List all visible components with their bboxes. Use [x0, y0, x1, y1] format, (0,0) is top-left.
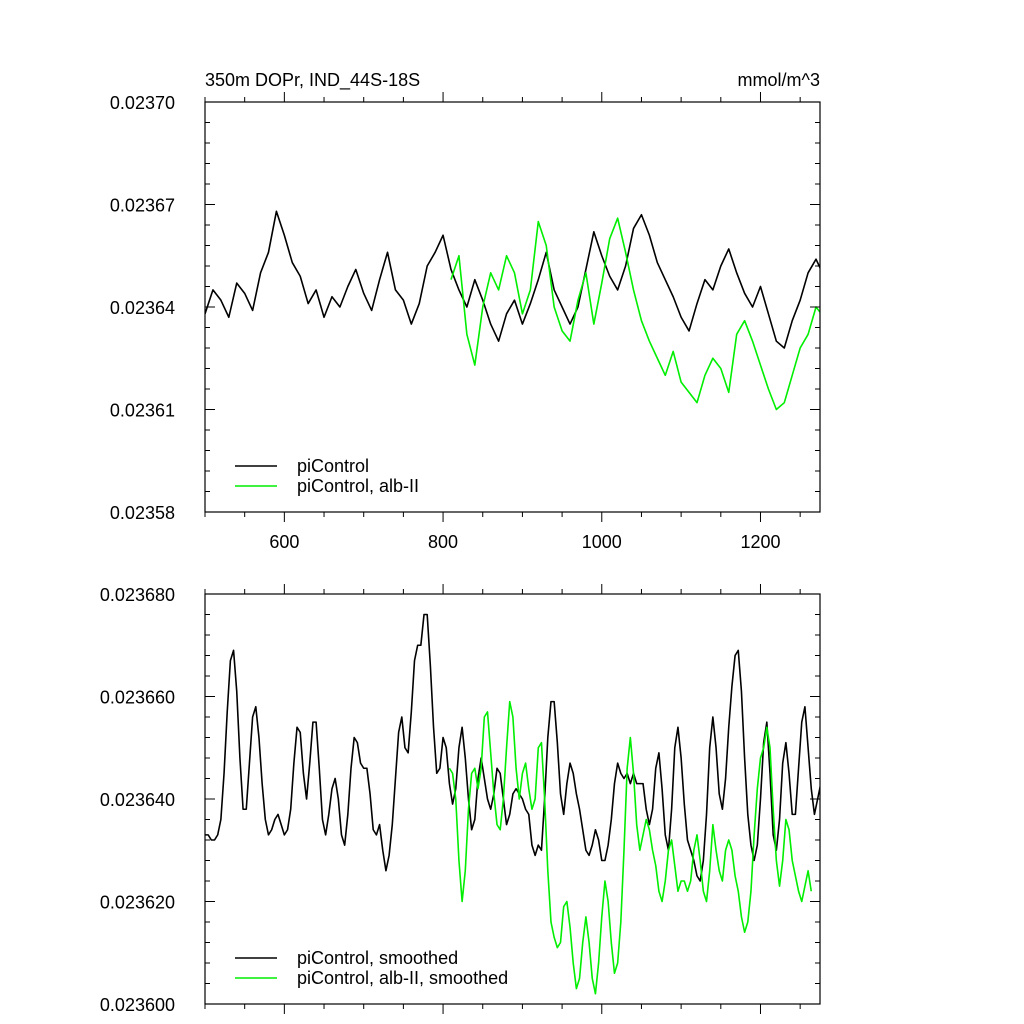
top-legend-label: piControl, alb-II — [297, 476, 419, 496]
top-series-line-picontrol — [205, 210, 820, 349]
bottom-y-tick-label: 0.023680 — [100, 585, 175, 605]
top-legend-label: piControl — [297, 456, 369, 476]
top-y-tick-label: 0.02364 — [110, 298, 175, 318]
chart-title: 350m DOPr, IND_44S-18S — [205, 70, 420, 91]
bottom-legend-label: piControl, smoothed — [297, 948, 458, 968]
top-y-tick-label: 0.02361 — [110, 401, 175, 421]
bottom-series-line-alb-ii — [448, 700, 813, 995]
top-x-tick-label: 1000 — [582, 532, 622, 552]
bottom-y-tick-label: 0.023620 — [100, 893, 175, 913]
top-series-line-alb-ii — [450, 217, 820, 411]
top-y-tick-label: 0.02358 — [110, 503, 175, 523]
top-x-tick-label: 800 — [428, 532, 458, 552]
top-y-tick-label: 0.02367 — [110, 196, 175, 216]
bottom-legend-label: piControl, alb-II, smoothed — [297, 968, 508, 988]
bottom-smoothed-line-chart: 0.023600 0.023620 0.023640 0.023660 0.023680… — [100, 584, 821, 1015]
bottom-y-tick-label: 0.023660 — [100, 688, 175, 708]
top-x-tick-label: 600 — [269, 532, 299, 552]
bottom-y-tick-label: 0.023640 — [100, 790, 175, 810]
top-line-chart: 600 800 1000 1200 0.02358 0.02361 0.02364 0.023… — [110, 92, 821, 552]
units-label: mmol/m^3 — [738, 70, 820, 90]
top-plot-frame — [204, 101, 821, 513]
bottom-series-line-picontrol — [205, 613, 820, 882]
top-y-tick-label: 0.02370 — [110, 93, 175, 113]
bottom-y-tick-label: 0.023600 — [100, 995, 175, 1015]
top-x-tick-label: 1200 — [740, 532, 780, 552]
